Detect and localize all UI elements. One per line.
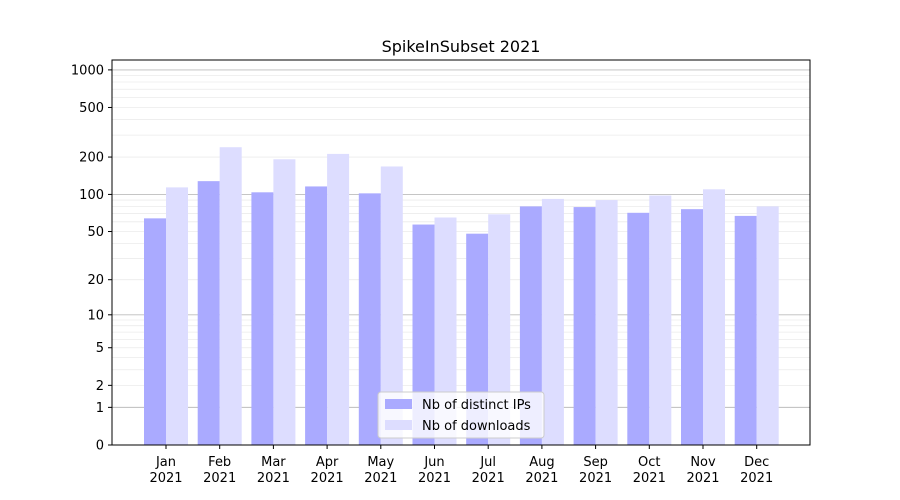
x-tick-label-month: Sep bbox=[583, 455, 608, 470]
x-tick-label-year: 2021 bbox=[633, 471, 666, 486]
bar-distinct-ips bbox=[144, 218, 166, 445]
bar-distinct-ips bbox=[519, 206, 542, 445]
y-tick-label: 0 bbox=[96, 439, 104, 454]
bar-downloads bbox=[434, 217, 457, 445]
bar-distinct-ips bbox=[627, 212, 650, 445]
bar-distinct-ips bbox=[358, 193, 381, 445]
legend-label: Nb of distinct IPs bbox=[422, 398, 531, 413]
x-tick-label-year: 2021 bbox=[311, 471, 344, 486]
x-tick-label-year: 2021 bbox=[203, 471, 236, 486]
x-tick-label-year: 2021 bbox=[525, 471, 558, 486]
bar-downloads bbox=[273, 159, 296, 445]
legend-label: Nb of downloads bbox=[422, 419, 531, 434]
x-tick-label-month: Apr bbox=[316, 455, 339, 470]
y-axis: 0 1 2 5 10 20 50 100 200 500 1000 bbox=[71, 63, 112, 454]
x-tick-label-month: Dec bbox=[744, 455, 769, 470]
bar-distinct-ips bbox=[681, 209, 703, 445]
x-tick-label-month: Jul bbox=[479, 455, 496, 470]
bar-downloads bbox=[219, 147, 242, 446]
bar-downloads bbox=[595, 200, 618, 445]
x-tick-label-year: 2021 bbox=[257, 471, 290, 486]
bar-downloads bbox=[488, 214, 511, 445]
legend-swatch bbox=[385, 399, 412, 409]
x-tick-label-year: 2021 bbox=[686, 471, 719, 486]
x-tick-label-year: 2021 bbox=[418, 471, 451, 486]
y-tick-label: 5 bbox=[96, 341, 104, 356]
plot-frame bbox=[111, 59, 811, 446]
bar-distinct-ips bbox=[305, 186, 328, 445]
y-tick-label: 50 bbox=[87, 225, 104, 240]
x-tick-label-year: 2021 bbox=[579, 471, 612, 486]
bar-downloads bbox=[380, 166, 403, 445]
y-tick-label: 200 bbox=[79, 151, 104, 166]
x-tick-label-month: Jun bbox=[423, 455, 444, 470]
y-tick-label: 10 bbox=[87, 308, 104, 323]
x-tick-label-year: 2021 bbox=[149, 471, 182, 486]
y-tick-label: 100 bbox=[79, 188, 104, 203]
x-tick-label-month: May bbox=[367, 455, 394, 470]
y-tick-label: 2 bbox=[96, 379, 104, 394]
chart-title: SpikeInSubset 2021 bbox=[382, 37, 541, 56]
x-tick-label-month: Feb bbox=[208, 455, 231, 470]
legend-box bbox=[377, 391, 545, 439]
bar-distinct-ips bbox=[573, 207, 596, 445]
bar-downloads bbox=[703, 189, 725, 445]
x-tick-label-month: Oct bbox=[638, 455, 660, 470]
bar-distinct-ips bbox=[251, 192, 274, 445]
x-tick-label-year: 2021 bbox=[364, 471, 397, 486]
bar-distinct-ips bbox=[412, 224, 435, 445]
bar-downloads bbox=[756, 206, 779, 445]
y-tick-label: 20 bbox=[87, 273, 104, 288]
y-tick-label: 500 bbox=[79, 101, 104, 116]
bar-downloads bbox=[649, 195, 672, 445]
bar-downloads bbox=[327, 153, 350, 445]
x-tick-label-month: Mar bbox=[261, 455, 286, 470]
x-tick-label-month: Aug bbox=[529, 455, 554, 470]
bar-downloads bbox=[166, 187, 188, 445]
bar-distinct-ips bbox=[734, 215, 757, 445]
bar-distinct-ips bbox=[197, 181, 220, 445]
x-tick-label-year: 2021 bbox=[472, 471, 505, 486]
x-tick-label-year: 2021 bbox=[740, 471, 773, 486]
y-tick-label: 1000 bbox=[71, 63, 104, 78]
y-tick-label: 1 bbox=[96, 401, 104, 416]
bar-downloads bbox=[541, 198, 564, 445]
x-tick-label-month: Nov bbox=[690, 455, 716, 470]
legend-swatch bbox=[385, 420, 412, 430]
x-tick-label-month: Jan bbox=[155, 455, 176, 470]
legend: Nb of distinct IPs Nb of downloads bbox=[377, 391, 545, 439]
bars bbox=[144, 147, 779, 446]
x-axis: Jan2021Feb2021Mar2021Apr2021May2021Jun20… bbox=[149, 445, 773, 486]
